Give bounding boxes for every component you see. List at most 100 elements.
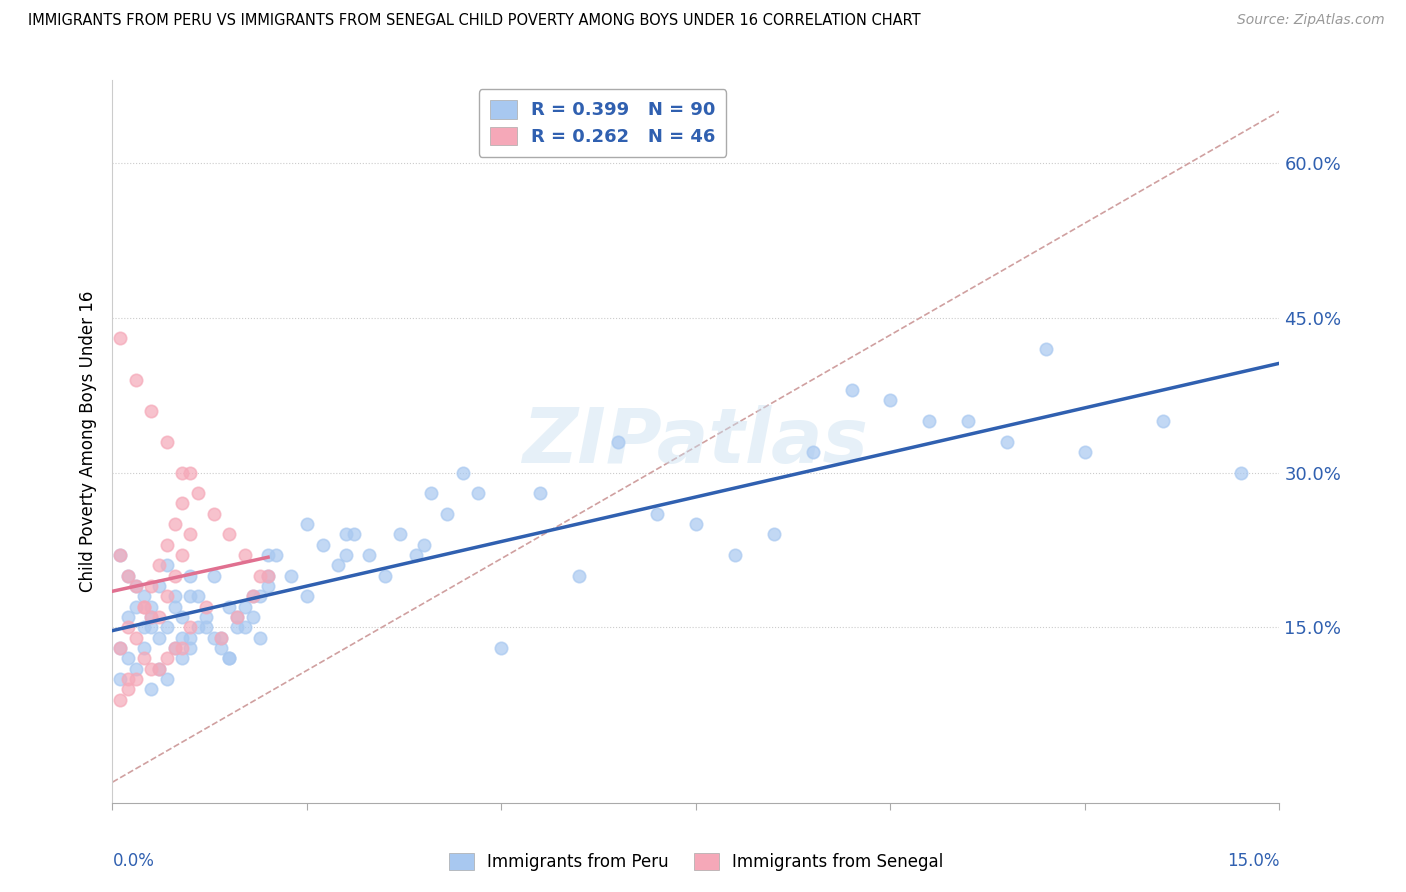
Point [841,383,863,397]
Point [645,507,668,521]
Point [233,620,256,634]
Point [295,590,318,604]
Point [117,620,139,634]
Point [117,651,139,665]
Point [194,599,217,614]
Point [148,631,170,645]
Point [172,548,194,562]
Point [389,527,412,541]
Point [141,662,163,676]
Point [110,548,132,562]
Point [179,620,201,634]
Point [187,590,209,604]
Point [879,393,901,408]
Point [568,568,591,582]
Point [125,579,148,593]
Point [218,651,240,665]
Point [491,640,513,655]
Point [110,640,132,655]
Point [148,662,170,676]
Point [110,548,132,562]
Point [335,548,357,562]
Point [233,548,256,562]
Point [125,672,148,686]
Point [187,620,209,634]
Point [172,496,194,510]
Point [172,610,194,624]
Point [163,568,186,582]
Point [156,590,179,604]
Point [1035,342,1057,356]
Point [163,590,186,604]
Point [141,610,163,624]
Point [202,568,225,582]
Point [326,558,349,573]
Point [141,610,163,624]
Point [762,527,785,541]
Point [1229,466,1251,480]
Point [156,434,179,449]
Point [412,538,434,552]
Point [110,640,132,655]
Point [359,548,381,562]
Point [148,662,170,676]
Point [110,672,132,686]
Point [132,620,155,634]
Point [218,527,240,541]
Point [179,640,201,655]
Point [420,486,443,500]
Point [257,548,280,562]
Point [156,651,179,665]
Point [957,414,980,428]
Point [148,579,170,593]
Point [1152,414,1174,428]
Point [242,590,264,604]
Point [132,590,155,604]
Point [918,414,941,428]
Point [451,466,474,480]
Point [163,640,186,655]
Point [156,672,179,686]
Point [343,527,366,541]
Point [110,692,132,706]
Point [801,445,824,459]
Point [226,610,249,624]
Point [202,507,225,521]
Point [141,620,163,634]
Point [209,631,232,645]
Point [179,527,201,541]
Point [141,403,163,417]
Point [209,640,232,655]
Point [264,548,287,562]
Point [218,651,240,665]
Point [117,610,139,624]
Point [179,466,201,480]
Point [117,568,139,582]
Point [156,558,179,573]
Point [257,568,280,582]
Point [405,548,427,562]
Point [163,517,186,532]
Point [172,466,194,480]
Point [125,662,148,676]
Point [257,568,280,582]
Point [179,631,201,645]
Point [209,631,232,645]
Point [995,434,1018,449]
Point [163,599,186,614]
Point [529,486,551,500]
Text: 15.0%: 15.0% [1227,853,1279,871]
Point [226,610,249,624]
Point [132,640,155,655]
Point [125,373,148,387]
Point [242,610,264,624]
Point [1074,445,1097,459]
Text: Source: ZipAtlas.com: Source: ZipAtlas.com [1237,13,1385,28]
Point [249,568,271,582]
Point [156,620,179,634]
Legend: Immigrants from Peru, Immigrants from Senegal: Immigrants from Peru, Immigrants from Se… [439,843,953,881]
Text: IMMIGRANTS FROM PERU VS IMMIGRANTS FROM SENEGAL CHILD POVERTY AMONG BOYS UNDER 1: IMMIGRANTS FROM PERU VS IMMIGRANTS FROM … [28,13,921,29]
Point [156,538,179,552]
Point [187,486,209,500]
Point [194,610,217,624]
